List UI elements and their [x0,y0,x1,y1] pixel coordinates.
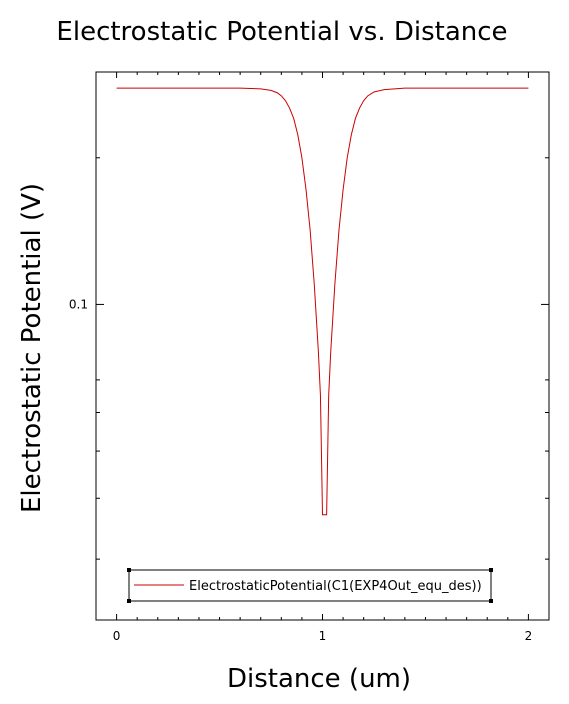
chart-title: Electrostatic Potential vs. Distance [56,17,507,47]
legend-handle-bottom-left[interactable] [127,599,131,603]
legend-handle-top-right[interactable] [489,568,493,572]
x-tick-label: 2 [525,629,533,643]
plot-frame [95,71,550,621]
y-axis-label: Electrostatic Potential (V) [17,183,47,513]
x-axis-label: Distance (um) [227,664,411,694]
x-tick-label: 0 [113,629,121,643]
legend-handle-top-left[interactable] [127,568,131,572]
legend-handle-bottom-right[interactable] [489,599,493,603]
axis-tick-labels: 0 1 2 0.1 [69,297,532,643]
x-tick-label: 1 [319,629,327,643]
axis-ticks [96,71,549,620]
legend-entry-label: ElectrostaticPotential(C1(EXP4Out_equ_de… [189,579,482,594]
series-line-electrostatic-potential [116,87,529,516]
legend-box[interactable] [128,569,492,602]
y-tick-label: 0.1 [69,297,88,311]
legend[interactable]: ElectrostaticPotential(C1(EXP4Out_equ_de… [127,568,493,603]
